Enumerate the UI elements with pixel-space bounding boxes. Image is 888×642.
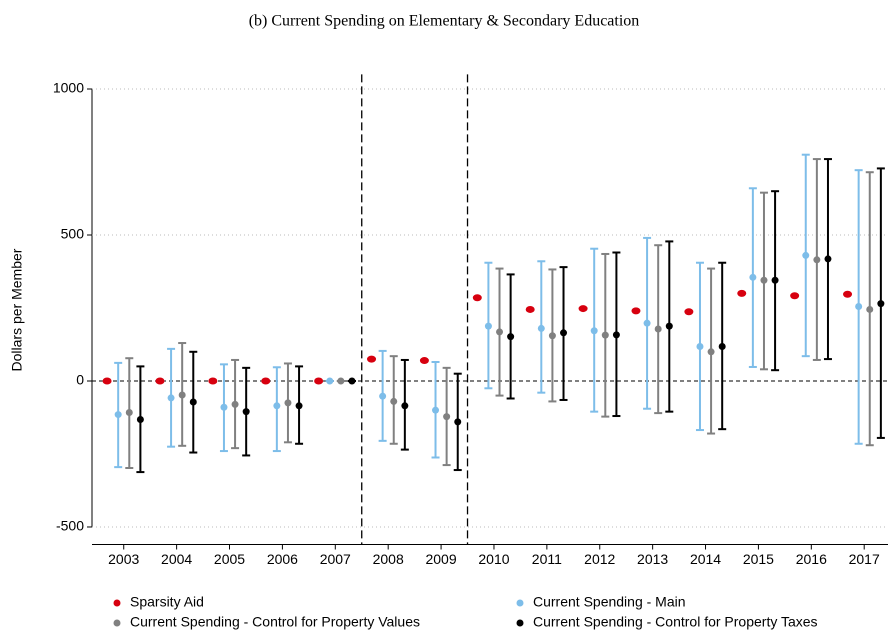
point (261, 377, 271, 385)
y-tick-label: 0 (76, 372, 84, 388)
x-tick-label: 2003 (108, 551, 139, 567)
legend-label: Current Spending - Control for Property … (533, 614, 818, 630)
point (220, 403, 228, 411)
point (314, 377, 324, 385)
point (612, 331, 620, 339)
point (578, 305, 588, 313)
point (178, 391, 186, 399)
point (684, 308, 694, 316)
point (189, 398, 197, 406)
point (771, 276, 779, 284)
point (590, 327, 598, 335)
point (273, 402, 281, 410)
point (114, 411, 122, 419)
point (654, 325, 662, 333)
x-tick-label: 2009 (425, 551, 456, 567)
point (136, 416, 144, 424)
point (348, 377, 356, 385)
point (125, 409, 133, 417)
point (813, 256, 821, 264)
point (824, 255, 832, 263)
point (525, 305, 535, 313)
point (866, 305, 874, 313)
point (802, 251, 810, 259)
point (560, 329, 568, 337)
point (295, 402, 303, 410)
x-tick-label: 2010 (478, 551, 509, 567)
x-tick-label: 2016 (796, 551, 827, 567)
x-tick-label: 2007 (320, 551, 351, 567)
x-tick-label: 2005 (214, 551, 245, 567)
point (390, 397, 398, 405)
point (443, 413, 451, 421)
point (496, 328, 504, 336)
point (696, 343, 704, 351)
chart-title: (b) Current Spending on Elementary & Sec… (249, 13, 640, 30)
legend-label: Current Spending - Main (533, 594, 686, 610)
legend-label: Sparsity Aid (130, 594, 204, 610)
point (548, 332, 556, 340)
y-axis-label: Dollars per Member (9, 248, 25, 371)
point (601, 331, 609, 339)
point (631, 307, 641, 315)
point (643, 319, 651, 327)
point (102, 377, 112, 385)
point (537, 324, 545, 332)
point (718, 343, 726, 351)
point (379, 392, 387, 400)
point (419, 357, 429, 365)
y-tick-label: -500 (56, 518, 84, 534)
legend-marker (516, 619, 524, 627)
point (472, 294, 482, 302)
point (167, 394, 175, 402)
y-tick-label: 500 (61, 226, 85, 242)
point (284, 399, 292, 407)
x-tick-label: 2013 (637, 551, 668, 567)
point (326, 377, 334, 385)
point (877, 300, 885, 308)
point (760, 276, 768, 284)
legend-marker (113, 619, 121, 627)
point (749, 273, 757, 281)
x-tick-label: 2011 (532, 551, 562, 567)
point (401, 402, 409, 410)
legend-marker (516, 599, 524, 607)
point (507, 333, 515, 341)
point (367, 355, 377, 363)
point (155, 377, 165, 385)
y-tick-label: 1000 (53, 80, 84, 96)
point (432, 406, 440, 414)
point (737, 289, 747, 297)
legend-marker (113, 599, 121, 607)
point (337, 377, 345, 385)
x-tick-label: 2015 (743, 551, 774, 567)
x-tick-label: 2017 (849, 551, 880, 567)
point (231, 400, 239, 408)
point (855, 303, 863, 311)
x-tick-label: 2004 (161, 551, 192, 567)
legend-label: Current Spending - Control for Property … (130, 614, 420, 630)
point (208, 377, 218, 385)
x-tick-label: 2008 (373, 551, 404, 567)
x-tick-label: 2006 (267, 551, 298, 567)
x-tick-label: 2012 (584, 551, 615, 567)
point (242, 408, 250, 416)
point (843, 290, 853, 298)
point (454, 418, 462, 426)
point (707, 348, 715, 356)
x-tick-label: 2014 (690, 551, 721, 567)
point (665, 322, 673, 330)
point (484, 322, 492, 330)
point (790, 292, 800, 300)
